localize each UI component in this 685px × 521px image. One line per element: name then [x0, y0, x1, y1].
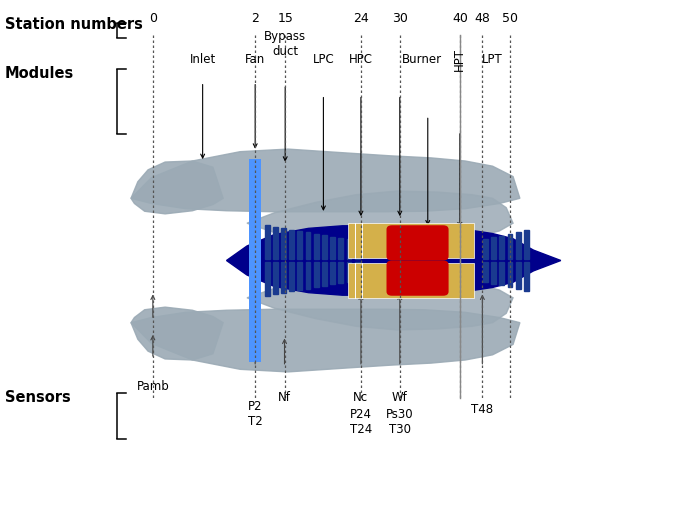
Polygon shape: [131, 161, 223, 214]
Bar: [297, 262, 302, 290]
Text: Pamb: Pamb: [136, 380, 169, 393]
Bar: [330, 237, 335, 259]
Text: T48: T48: [471, 403, 493, 416]
Text: Burner: Burner: [402, 53, 443, 66]
Text: 15: 15: [277, 11, 293, 24]
Bar: [297, 231, 302, 259]
Bar: [273, 227, 277, 259]
Text: P2
T2: P2 T2: [248, 401, 262, 428]
Bar: [508, 233, 512, 259]
Polygon shape: [131, 149, 520, 212]
Polygon shape: [227, 226, 561, 295]
Bar: [314, 234, 319, 259]
Bar: [322, 262, 327, 286]
Text: Bypass
duct: Bypass duct: [264, 30, 306, 58]
Bar: [355, 262, 360, 280]
Text: HPT: HPT: [453, 48, 466, 71]
Text: LPC: LPC: [312, 53, 334, 66]
Bar: [289, 230, 294, 259]
Bar: [273, 262, 277, 294]
Bar: [524, 230, 529, 259]
Text: Ps30
T30: Ps30 T30: [386, 407, 414, 436]
Bar: [491, 238, 496, 259]
Bar: [281, 228, 286, 259]
Text: 40: 40: [452, 11, 468, 24]
Bar: [264, 225, 269, 259]
Text: Nc: Nc: [353, 391, 369, 404]
Bar: [338, 262, 343, 283]
Bar: [281, 262, 286, 293]
Text: 30: 30: [392, 11, 408, 24]
Bar: [338, 238, 343, 259]
Text: Modules: Modules: [5, 66, 74, 81]
Bar: [516, 262, 521, 289]
Text: 50: 50: [501, 11, 518, 24]
Polygon shape: [247, 281, 513, 330]
Text: 24: 24: [353, 11, 369, 24]
Text: Nf: Nf: [278, 391, 291, 404]
Bar: [483, 262, 488, 282]
Bar: [355, 241, 360, 259]
FancyBboxPatch shape: [386, 225, 449, 260]
Text: P24
T24: P24 T24: [350, 407, 372, 436]
Bar: [306, 232, 310, 259]
Bar: [348, 263, 474, 298]
FancyBboxPatch shape: [386, 260, 449, 296]
Text: LPT: LPT: [482, 53, 503, 66]
Text: Station numbers: Station numbers: [5, 17, 142, 32]
Bar: [306, 262, 310, 289]
Bar: [264, 262, 269, 296]
Text: Fan: Fan: [245, 53, 265, 66]
Bar: [348, 223, 474, 258]
Bar: [483, 239, 488, 259]
Bar: [322, 235, 327, 259]
Bar: [508, 262, 512, 288]
Bar: [347, 239, 351, 259]
Polygon shape: [131, 307, 223, 360]
Bar: [499, 235, 504, 259]
Bar: [347, 262, 351, 282]
Bar: [491, 262, 496, 283]
Bar: [516, 232, 521, 259]
Text: HPC: HPC: [349, 53, 373, 66]
Text: Sensors: Sensors: [5, 390, 71, 405]
Polygon shape: [131, 309, 520, 372]
Text: Wf: Wf: [392, 391, 408, 404]
Bar: [330, 262, 335, 284]
Bar: [524, 262, 529, 291]
Bar: [249, 159, 261, 362]
Text: 48: 48: [475, 11, 490, 24]
Text: 2: 2: [251, 11, 259, 24]
Polygon shape: [247, 191, 513, 240]
Bar: [499, 262, 504, 286]
Bar: [289, 262, 294, 291]
Text: Inlet: Inlet: [190, 53, 216, 66]
Bar: [314, 262, 319, 287]
Text: 0: 0: [149, 11, 157, 24]
